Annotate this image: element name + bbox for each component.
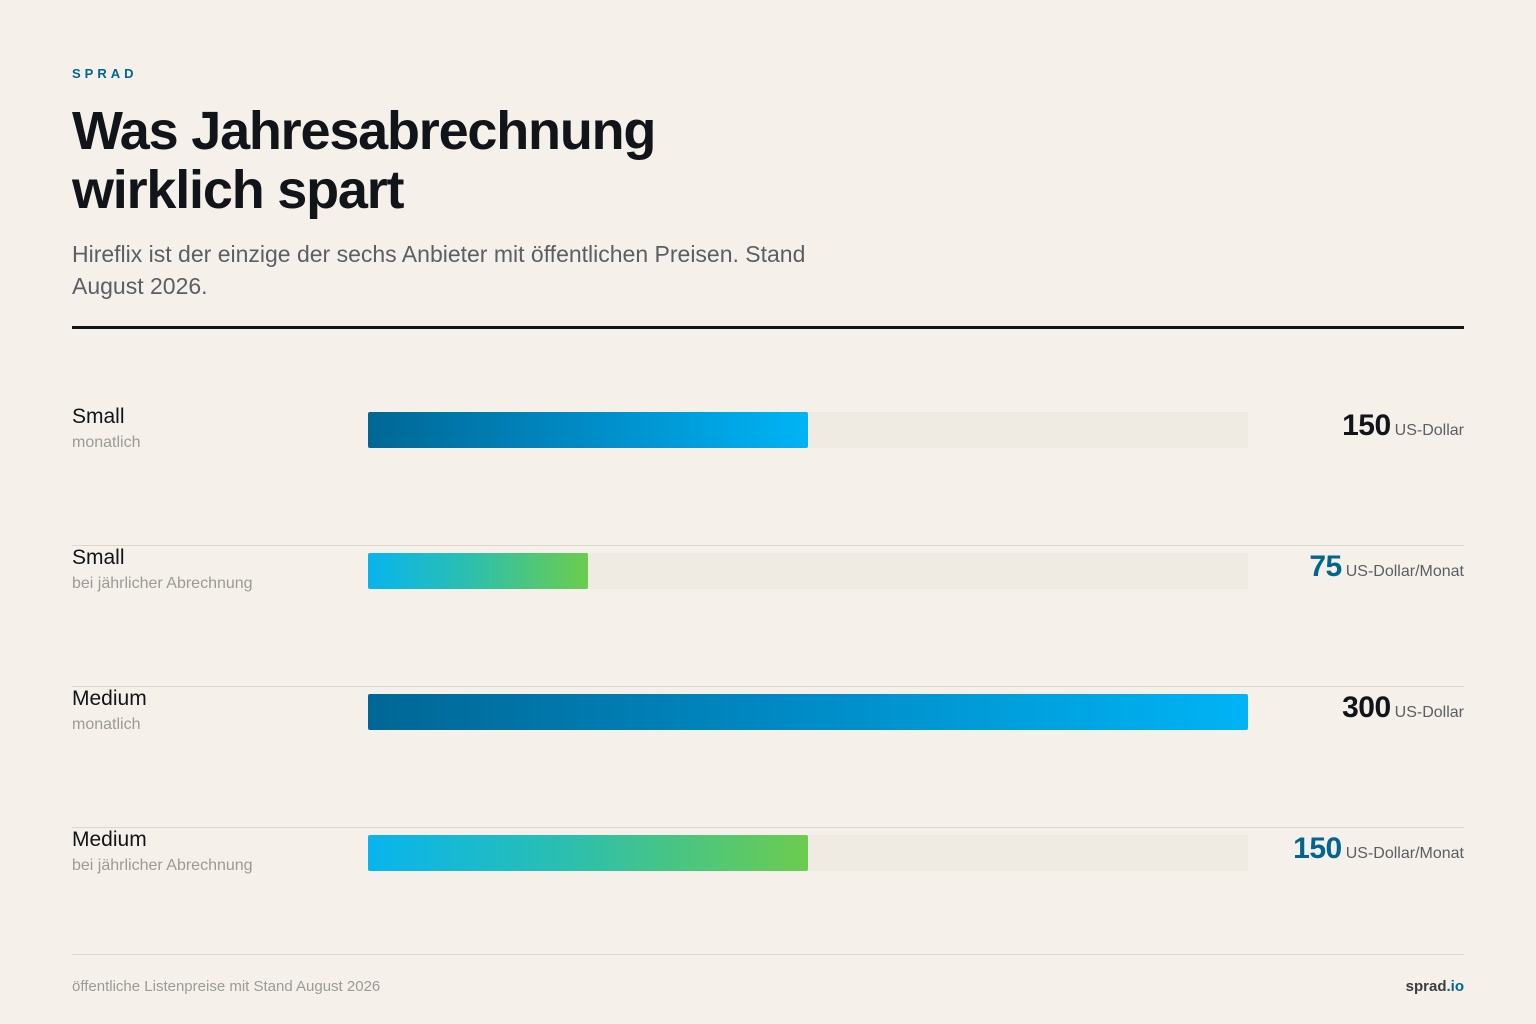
bar-sublabel: bei jährlicher Abrechnung: [72, 575, 253, 592]
bar-label: Medium: [72, 687, 147, 710]
footnote: öffentliche Listenpreise mit Stand Augus…: [72, 978, 381, 995]
value-label: 300 US-Dollar: [1342, 691, 1464, 725]
bar-sublabel: monatlich: [72, 716, 141, 733]
bar-label: Small: [72, 405, 125, 428]
bar-label: Small: [72, 546, 125, 569]
bar-track: [368, 412, 1248, 448]
footer-divider: [72, 954, 1464, 955]
value-number: 300: [1342, 691, 1391, 724]
bar-label: Medium: [72, 828, 147, 851]
value-number: 150: [1293, 832, 1342, 865]
chart-subtitle: Hireflix ist der einzige der sechs Anbie…: [72, 241, 806, 299]
value-number: 150: [1342, 409, 1391, 442]
bar: [368, 412, 808, 448]
bar-row: Medium monatlich 300 US-Dollar: [72, 687, 1464, 828]
site-name: sprad: [1405, 978, 1447, 995]
chart-title: Was Jahresabrechnung wirklich spart: [72, 101, 656, 220]
value-unit: US-Dollar: [1394, 422, 1464, 439]
value-label: 150 US-Dollar/Monat: [1293, 832, 1464, 866]
bar-row: Small monatlich 150 US-Dollar: [72, 405, 1464, 546]
bar-sublabel: bei jährlicher Abrechnung: [72, 857, 253, 874]
value-number: 75: [1309, 550, 1342, 583]
site-link[interactable]: sprad.io: [1406, 978, 1464, 995]
bar-row: Medium bei jährlicher Abrechnung 150 US-Dol…: [72, 828, 1464, 969]
bar-track: [368, 835, 1248, 871]
bar-row: Small bei jährlicher Abrechnung 75 US-Dolla…: [72, 546, 1464, 687]
bar-track: [368, 553, 1248, 589]
bar: [368, 553, 588, 589]
value-unit: US-Dollar/Monat: [1345, 845, 1464, 862]
bar: [368, 835, 808, 871]
site-tld: .io: [1446, 978, 1465, 995]
bar-track: [368, 694, 1248, 730]
bar-sublabel: monatlich: [72, 434, 141, 451]
bar: [368, 694, 1248, 730]
value-label: 150 US-Dollar: [1342, 409, 1464, 443]
header-divider: [72, 326, 1464, 329]
value-unit: US-Dollar: [1394, 704, 1464, 721]
brand-label: SPRAD: [72, 66, 138, 81]
value-label: 75 US-Dollar/Monat: [1309, 550, 1464, 584]
value-unit: US-Dollar/Monat: [1345, 563, 1464, 580]
